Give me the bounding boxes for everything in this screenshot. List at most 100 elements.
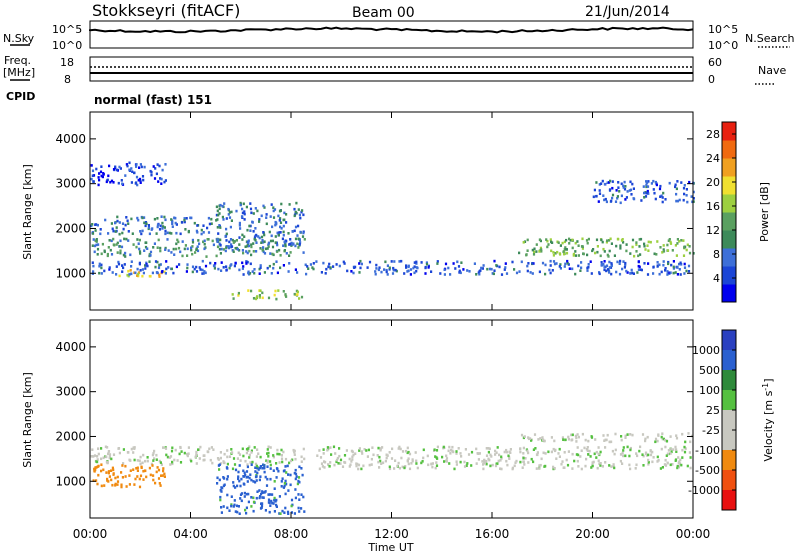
- echo-cell: [334, 452, 337, 455]
- echo-cell: [579, 269, 582, 272]
- echo-cell: [215, 219, 218, 222]
- echo-cell: [511, 467, 514, 471]
- echo-cell: [200, 232, 203, 236]
- echo-cell: [108, 164, 111, 168]
- echo-cell: [329, 446, 332, 449]
- echo-cell: [322, 452, 325, 455]
- echo-cell: [662, 263, 665, 267]
- echo-cell: [684, 440, 687, 444]
- echo-cell: [91, 223, 94, 226]
- echo-cell: [552, 447, 555, 451]
- echo-cell: [284, 293, 287, 296]
- echo-cell: [459, 271, 462, 275]
- echo-cell: [558, 252, 561, 255]
- echo-cell: [561, 460, 564, 463]
- echo-cell: [201, 272, 204, 275]
- echo-cell: [435, 449, 439, 452]
- echo-cell: [133, 483, 136, 486]
- echo-cell: [100, 457, 103, 461]
- echo-cell: [445, 460, 448, 463]
- echo-cell: [249, 224, 252, 228]
- echo-cell: [133, 447, 136, 450]
- echo-cell: [234, 486, 237, 489]
- echo-cell: [238, 479, 241, 483]
- echo-cell: [505, 272, 509, 275]
- echo-cell: [488, 447, 491, 451]
- echo-cell: [210, 217, 213, 221]
- colorbar-tick-label: -100: [695, 444, 720, 457]
- echo-cell: [91, 232, 95, 235]
- echo-cell: [236, 457, 239, 460]
- echo-cell: [681, 448, 684, 452]
- echo-cell: [132, 451, 135, 454]
- echo-cell: [90, 224, 93, 228]
- echo-cell: [291, 230, 294, 233]
- echo-cell: [241, 249, 244, 252]
- echo-cell: [508, 457, 511, 460]
- echo-cell: [223, 452, 226, 456]
- echo-cell: [426, 454, 429, 458]
- echo-cell: [595, 450, 598, 454]
- echo-cell: [299, 230, 302, 234]
- echo-cell: [535, 243, 538, 246]
- echo-cell: [252, 212, 255, 215]
- echo-cell: [235, 239, 238, 242]
- echo-cell: [664, 269, 667, 272]
- echo-cell: [147, 226, 151, 229]
- echo-cell: [144, 267, 147, 270]
- echo-cell: [130, 181, 133, 184]
- echo-cell: [405, 264, 408, 267]
- echo-cell: [134, 477, 137, 481]
- echo-cell: [195, 462, 198, 465]
- echo-cell: [407, 462, 410, 466]
- echo-cell: [157, 468, 161, 472]
- echo-cell: [145, 261, 148, 265]
- echo-cell: [243, 495, 246, 498]
- echo-cell: [258, 272, 261, 275]
- echo-cell: [126, 219, 129, 223]
- echo-cell: [166, 231, 169, 235]
- echo-cell: [586, 446, 589, 449]
- echo-cell: [598, 271, 601, 274]
- echo-cell: [478, 452, 481, 455]
- echo-cell: [458, 269, 461, 273]
- nave-tick-top: 60: [708, 56, 722, 69]
- echo-cell: [565, 458, 568, 462]
- echo-cell: [183, 247, 186, 251]
- colorbar-tick-label: 4: [713, 272, 720, 285]
- echo-cell: [385, 268, 388, 272]
- echo-cell: [613, 452, 616, 456]
- echo-cell: [276, 250, 279, 253]
- echo-cell: [247, 500, 250, 504]
- echo-cell: [96, 455, 99, 458]
- echo-cell: [561, 241, 564, 245]
- echo-cell: [300, 460, 303, 463]
- echo-cell: [138, 166, 141, 169]
- echo-cell: [586, 449, 589, 452]
- echo-cell: [139, 252, 142, 255]
- echo-cell: [592, 195, 595, 199]
- echo-cell: [136, 475, 139, 478]
- echo-cell: [115, 168, 119, 172]
- echo-cell: [116, 475, 119, 479]
- echo-cell: [651, 450, 654, 454]
- echo-cell: [219, 495, 222, 499]
- echo-cell: [584, 438, 587, 442]
- echo-cell: [321, 465, 324, 468]
- echo-cell: [499, 459, 502, 462]
- echo-cell: [139, 179, 142, 183]
- echo-cell: [666, 452, 669, 456]
- echo-cell: [234, 468, 238, 472]
- echo-cell: [128, 474, 131, 477]
- x-tick-label: 08:00: [274, 527, 309, 541]
- echo-cell: [90, 455, 93, 458]
- echo-cell: [220, 247, 223, 251]
- echo-cell: [597, 459, 600, 463]
- echo-cell: [245, 262, 248, 265]
- echo-cell: [522, 241, 525, 244]
- echo-cell: [465, 464, 468, 467]
- echo-cell: [160, 215, 163, 218]
- echo-cell: [110, 179, 114, 183]
- echo-cell: [646, 185, 650, 188]
- echo-cell: [255, 496, 258, 500]
